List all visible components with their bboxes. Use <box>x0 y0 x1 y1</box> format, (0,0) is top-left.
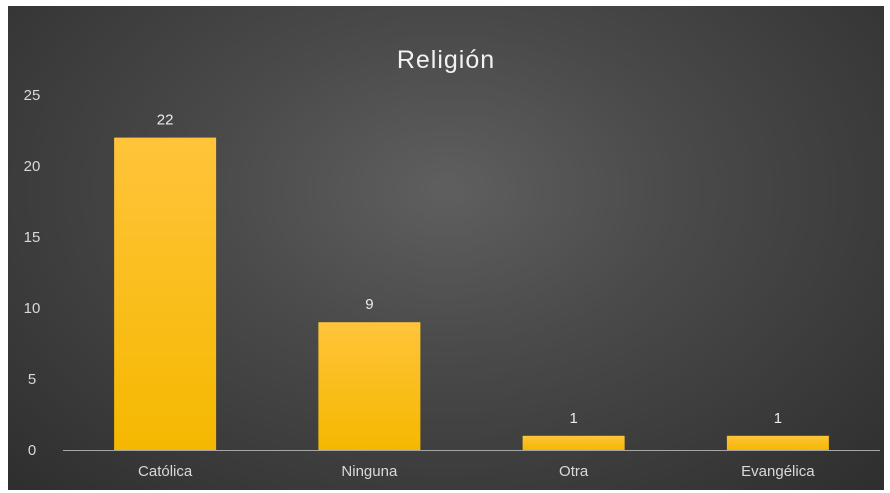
x-tick-label: Evangélica <box>741 463 815 480</box>
y-axis-ticks: 0 5 10 15 20 25 <box>24 87 41 459</box>
x-tick-label: Otra <box>559 463 589 480</box>
data-labels: 22 9 1 1 <box>157 112 782 427</box>
y-tick-label: 15 <box>24 229 41 246</box>
bar <box>726 435 829 450</box>
data-label: 1 <box>569 410 577 427</box>
y-tick-label: 25 <box>24 87 41 104</box>
data-label: 1 <box>774 410 782 427</box>
data-label: 22 <box>157 112 174 129</box>
chart-frame: Religión 0 5 10 15 20 25 22 9 1 1 Católica Ningun… <box>8 6 884 490</box>
x-axis-ticks: Católica Ninguna Otra Evangélica <box>138 463 815 480</box>
x-tick-label: Católica <box>138 463 193 480</box>
y-tick-label: 5 <box>28 371 36 388</box>
bar <box>114 137 217 450</box>
chart-svg: Religión 0 5 10 15 20 25 22 9 1 1 Católica Ningun… <box>24 46 880 480</box>
bar <box>318 322 421 450</box>
y-tick-label: 20 <box>24 158 41 175</box>
bar <box>522 435 625 450</box>
y-tick-label: 10 <box>24 300 41 317</box>
x-tick-label: Ninguna <box>341 463 398 480</box>
bars <box>114 137 829 450</box>
chart-title: Religión <box>397 46 495 74</box>
y-tick-label: 0 <box>28 442 36 459</box>
data-label: 9 <box>365 296 373 313</box>
